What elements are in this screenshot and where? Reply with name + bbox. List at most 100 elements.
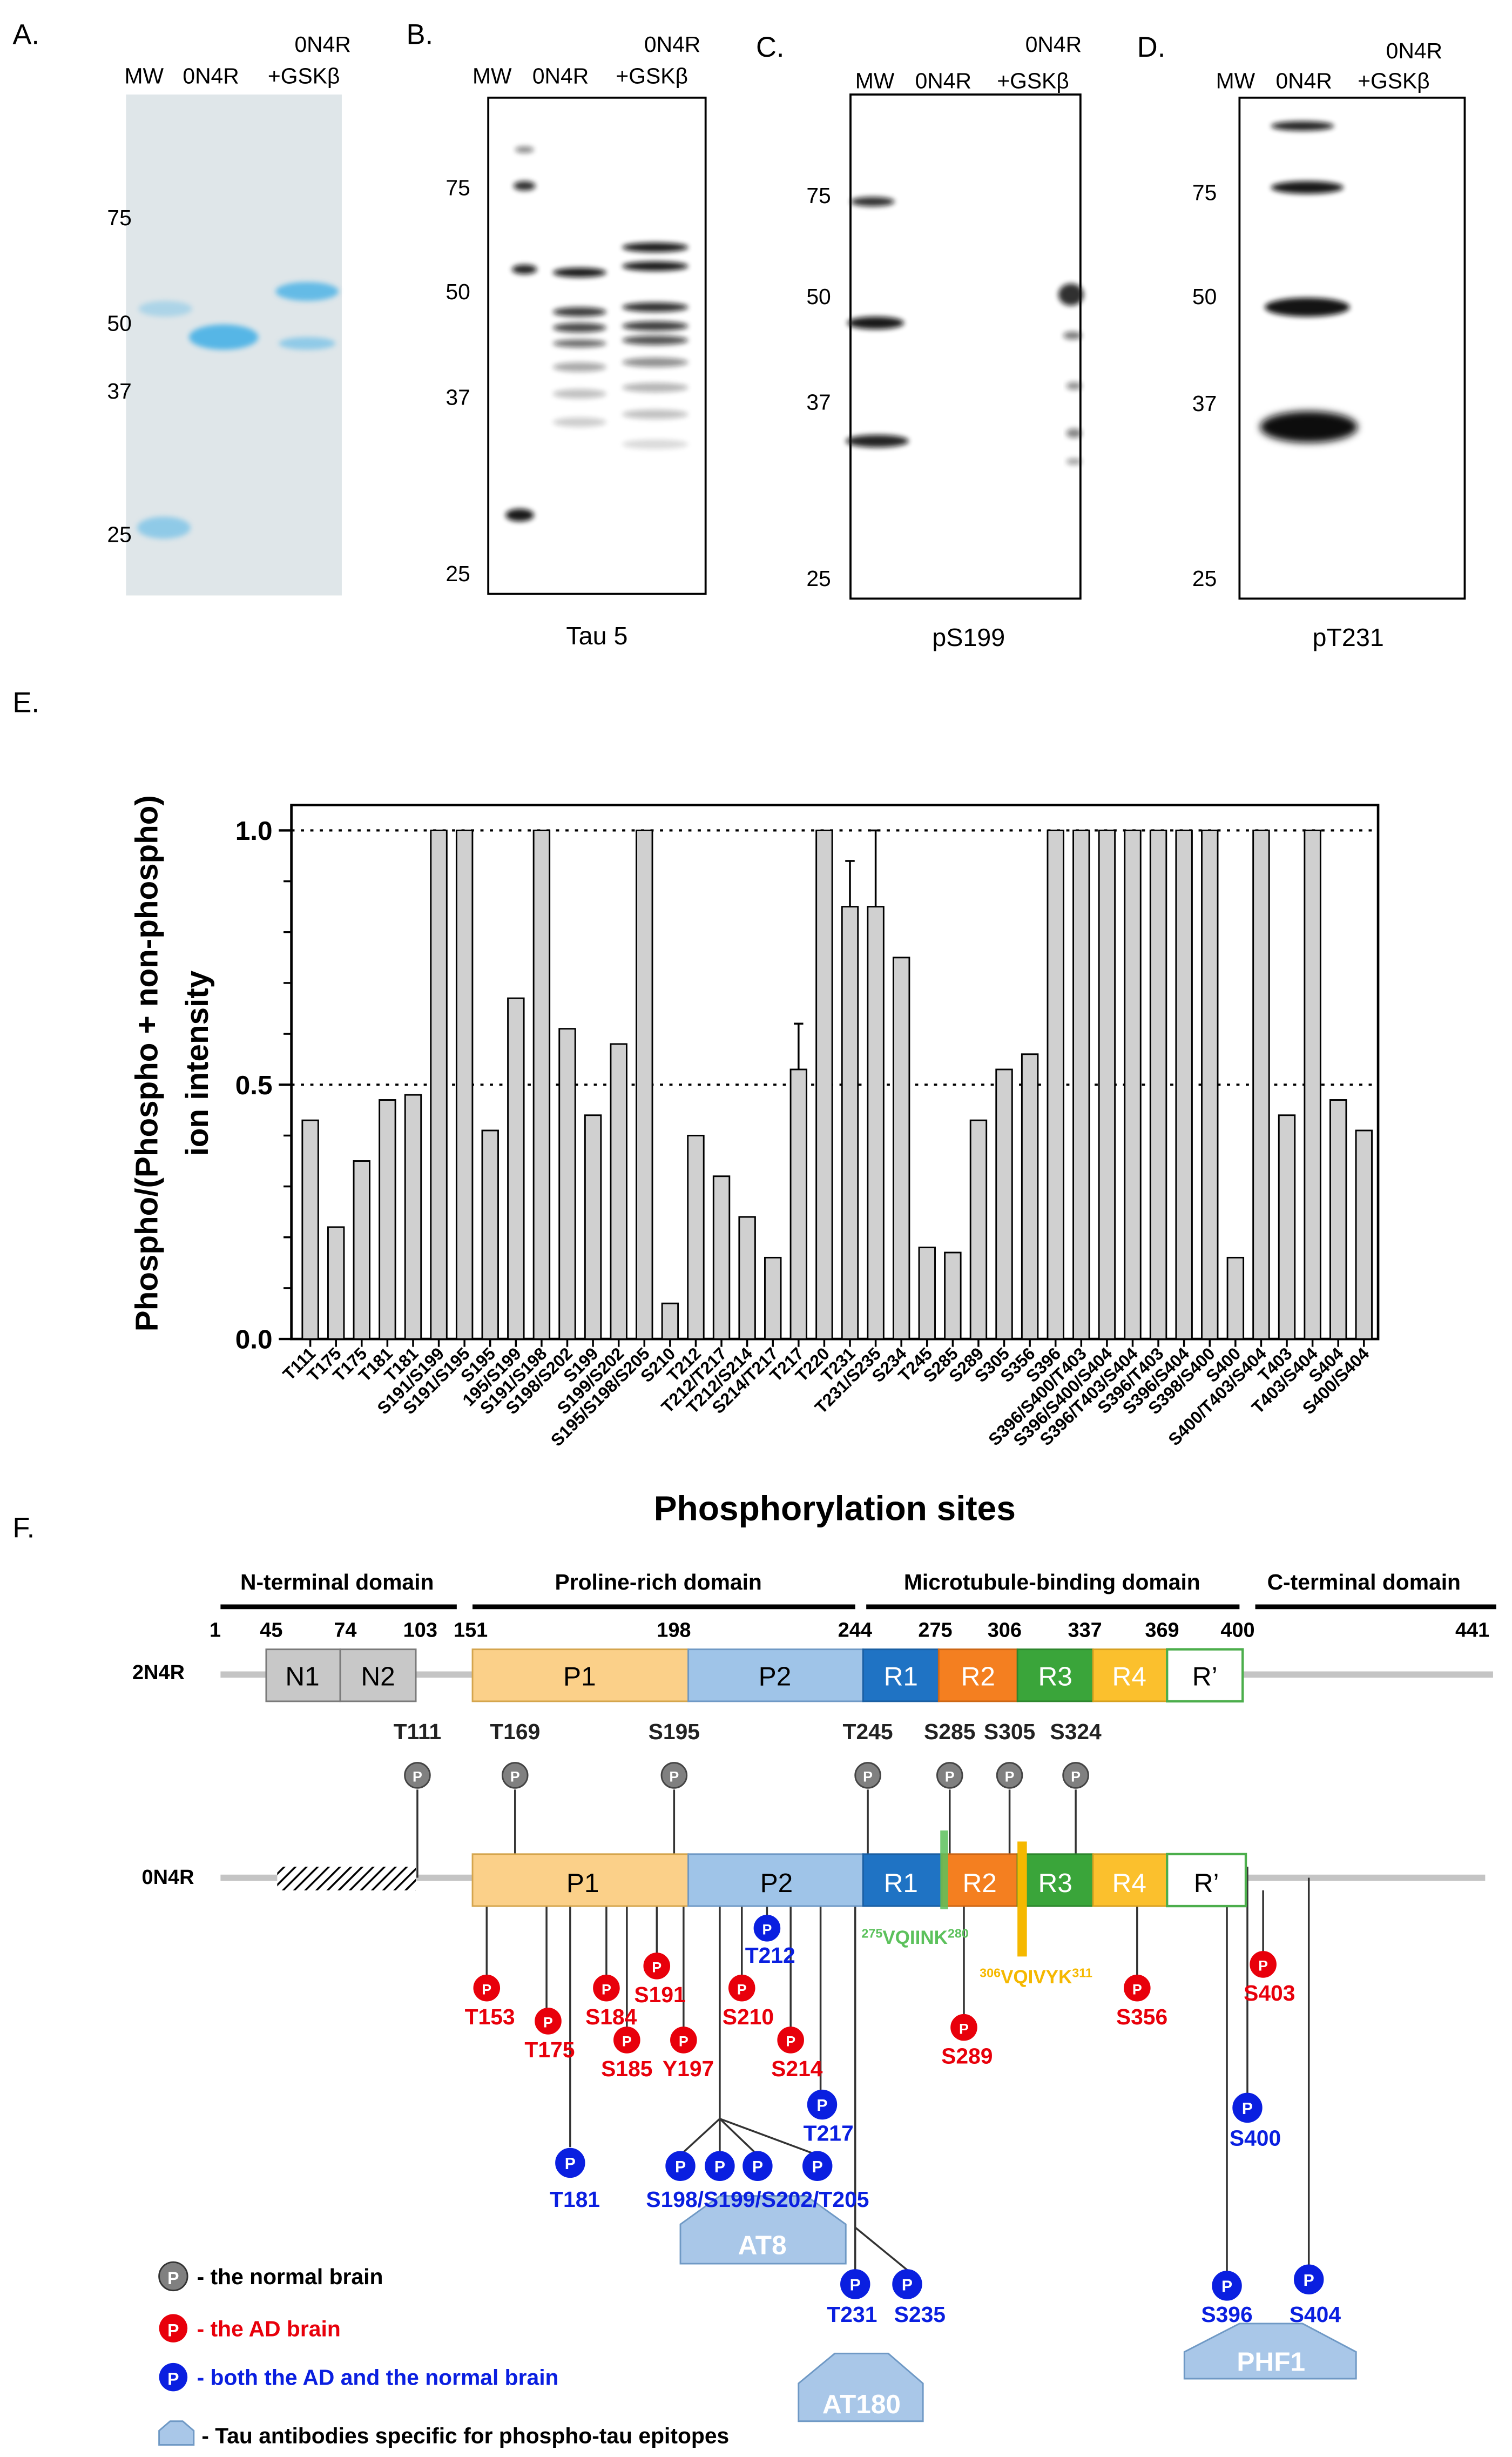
pin-label: T111 xyxy=(394,1719,442,1744)
both-site-pin: P T181 xyxy=(550,2148,600,2212)
pin-label: T169 xyxy=(490,1719,540,1744)
panel-f: F. N-terminal domain Proline-rich domain… xyxy=(12,1512,1496,2448)
segment-label-p1: P1 xyxy=(563,1661,596,1692)
pos-103: 103 xyxy=(403,1619,437,1641)
blot-bands xyxy=(505,146,688,522)
bar xyxy=(455,829,474,1340)
segment-rprime xyxy=(1166,1648,1244,1703)
bar xyxy=(430,829,448,1340)
pin-letter: P xyxy=(1221,2278,1232,2296)
pos-275: 275 xyxy=(918,1619,952,1641)
pin-circle xyxy=(1062,1762,1089,1789)
domain-label-cterm: C-terminal domain xyxy=(1267,1570,1461,1594)
segment-label-n2: N2 xyxy=(361,1661,395,1692)
chart-y-label: Phospho/(Phospho + non-phospho) ion inte… xyxy=(130,795,215,1331)
normal-site-pin: P S305 xyxy=(984,1719,1035,1789)
segment-r3 xyxy=(1016,1648,1094,1702)
legend-both-pin-letter: P xyxy=(167,2370,179,2389)
marker-75: 75 xyxy=(446,176,470,200)
motif-vqiink: 275VQIINK280 xyxy=(861,1926,968,1948)
phospho-site-pins: P T111 P T169 P S195 P T245 P S285 P S305 P S324 P T153… xyxy=(394,1719,1341,2327)
lane-label-0n4r: 0N4R xyxy=(532,64,589,89)
pin-circle xyxy=(936,1762,963,1789)
pin-circle xyxy=(535,2008,562,2035)
western-blot-pt231 xyxy=(1238,96,1466,600)
ad-site-pin: P S356 xyxy=(1116,1974,1167,2029)
lane-label-gsk-bottom: +GSKβ xyxy=(616,64,688,89)
pin-circle xyxy=(404,1762,431,1789)
pin-label: S400 xyxy=(1230,2125,1281,2150)
blot-caption: Tau 5 xyxy=(566,622,627,650)
segment-label-r3: R3 xyxy=(1038,1661,1072,1692)
marker-25: 25 xyxy=(806,566,831,591)
pin-letter: P xyxy=(602,1981,611,1997)
legend-ad-pin xyxy=(159,2314,188,2342)
pin-letter: P xyxy=(413,1769,422,1785)
marker-37: 37 xyxy=(446,385,470,410)
pin-letter: P xyxy=(762,1922,772,1938)
both-site-pin: P T217 xyxy=(804,2089,854,2146)
bar xyxy=(661,1302,679,1340)
bar xyxy=(892,957,910,1340)
pin-letter: P xyxy=(543,2015,553,2031)
both-site-pin: P S404 xyxy=(1290,2264,1341,2327)
bar xyxy=(1355,1129,1373,1340)
bar xyxy=(1098,829,1116,1340)
bar xyxy=(584,1114,602,1340)
panel-a: A. MW 0N4R 0N4R +GSKβ 75 50 37 25 xyxy=(12,19,351,596)
pin-circle xyxy=(593,1974,620,2002)
segment-r2 xyxy=(941,1853,1018,1907)
pin-letter: P xyxy=(714,2158,725,2176)
pin-letter: P xyxy=(1242,2100,1253,2118)
marker-75: 75 xyxy=(806,183,831,208)
legend-ad-label: - the AD brain xyxy=(197,2316,341,2341)
pin-circle xyxy=(660,1762,688,1789)
bar xyxy=(1226,1256,1245,1340)
lane-label-mw: MW xyxy=(124,64,164,89)
pin-label: S210 xyxy=(723,2004,774,2029)
legend-both-pin xyxy=(159,2362,188,2392)
bar xyxy=(481,1129,499,1340)
normal-site-pin: P T169 xyxy=(490,1719,540,1789)
ad-site-pin: P S184 xyxy=(585,1974,637,2029)
antibody-label-at8: AT8 xyxy=(738,2230,787,2260)
bar xyxy=(969,1119,988,1340)
legend-normal-pin-letter: P xyxy=(167,2268,179,2288)
track-2n4r xyxy=(265,1648,1244,1703)
segment-p1 xyxy=(471,1648,690,1702)
pin-circle xyxy=(1212,2271,1242,2301)
normal-site-pin: P S324 xyxy=(1050,1719,1102,1789)
deleted-n-region xyxy=(277,1867,416,1890)
segment-label-r2: R2 xyxy=(961,1661,995,1692)
marker-50: 50 xyxy=(446,279,470,304)
pin-letter: P xyxy=(737,1981,747,1997)
y-tick-label: 0.0 xyxy=(235,1324,273,1355)
pin-circle xyxy=(643,1953,671,1980)
antibody-at8 xyxy=(679,2195,847,2265)
pos-1: 1 xyxy=(210,1619,221,1641)
segment-rprime xyxy=(1166,1853,1247,1908)
segment-p1 xyxy=(471,1853,690,1907)
segment-label-p1: P1 xyxy=(566,1868,599,1898)
both-site-pin: P xyxy=(802,2151,833,2181)
gel-bands xyxy=(137,282,339,539)
lane-label-mw: MW xyxy=(473,64,512,89)
segment-label-rprime: R’ xyxy=(1192,1661,1218,1692)
pin-label: T153 xyxy=(465,2004,515,2029)
pin-circle xyxy=(501,1762,529,1789)
legend-normal-label: - the normal brain xyxy=(197,2264,383,2289)
segment-label-r4: R4 xyxy=(1112,1868,1146,1898)
legend-antibody-label: - Tau antibodies specific for phospho-ta… xyxy=(201,2424,729,2448)
bar xyxy=(1278,1114,1296,1340)
pos-337: 337 xyxy=(1068,1619,1102,1641)
legend-normal-pin xyxy=(158,2261,188,2292)
antibody-phf1 xyxy=(1183,2323,1357,2380)
antibody-badges: AT8 AT180 PHF1 xyxy=(679,2195,1357,2422)
pin-circle xyxy=(950,2014,977,2041)
marker-50: 50 xyxy=(1192,284,1217,309)
y-tick-label: 1.0 xyxy=(235,816,273,846)
normal-site-pin: P T245 xyxy=(843,1719,893,1789)
segment-r2 xyxy=(937,1648,1018,1702)
both-site-pin: P xyxy=(705,2151,735,2181)
